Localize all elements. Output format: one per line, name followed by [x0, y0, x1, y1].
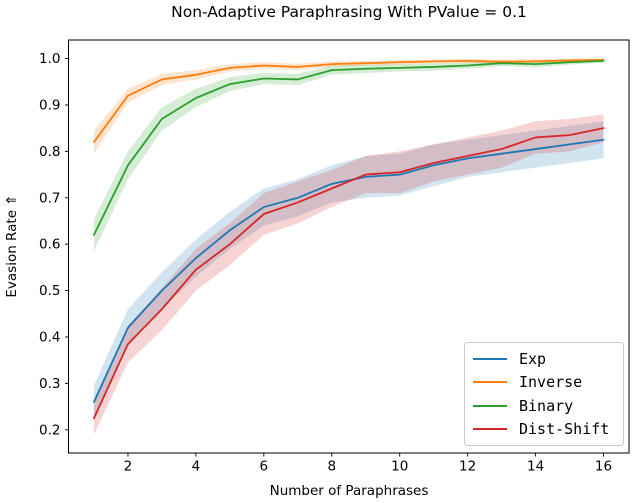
legend-item-exp: Exp — [473, 347, 615, 370]
y-tick-label: 0.6 — [39, 237, 60, 253]
legend-line-exp — [473, 357, 507, 360]
x-tick-label: 8 — [327, 459, 336, 475]
x-axis-label: Number of Paraphrases — [270, 483, 429, 499]
x-tick-label: 12 — [459, 459, 476, 475]
chart-title: Non-Adaptive Paraphrasing With PValue = … — [171, 3, 527, 21]
legend-label-binary: Binary — [519, 396, 574, 415]
x-tick-label: 6 — [260, 459, 269, 475]
y-tick-label: 0.4 — [39, 329, 60, 345]
y-tick-label: 0.5 — [39, 283, 60, 299]
legend-item-inverse: Inverse — [473, 371, 615, 394]
y-axis-label: Evasion Rate ⇑ — [4, 194, 20, 297]
legend-label-dist-shift: Dist-Shift — [519, 420, 610, 439]
line-exp — [93, 138, 605, 403]
legend-line-dist-shift — [473, 428, 507, 431]
line-binary — [93, 59, 605, 236]
line-dist-shift — [93, 127, 605, 420]
x-tick-label: 16 — [595, 459, 612, 475]
legend: Exp Inverse Binary Dist-Shift — [464, 342, 624, 446]
x-tick-label: 4 — [192, 459, 201, 475]
y-tick-label: 0.3 — [39, 376, 60, 392]
y-tick-label: 0.9 — [39, 97, 60, 113]
legend-item-binary: Binary — [473, 394, 615, 417]
x-tick-label: 14 — [527, 459, 544, 475]
legend-line-binary — [473, 404, 507, 407]
legend-label-inverse: Inverse — [519, 373, 583, 392]
y-tick-label: 0.7 — [39, 190, 60, 206]
y-tick-label: 0.2 — [39, 422, 60, 438]
y-tick-label: 1.0 — [39, 51, 60, 67]
legend-line-inverse — [473, 381, 507, 384]
x-tick-label: 10 — [391, 459, 408, 475]
x-tick-label: 2 — [124, 459, 133, 475]
legend-label-exp: Exp — [519, 349, 547, 368]
plot-border — [68, 39, 630, 454]
plot-area: 2 4 6 8 10 12 14 16 0.2 0.3 0.4 0.5 0.6 0.7 0.8 0.9 1.0 — [39, 51, 612, 474]
line-inverse — [93, 59, 605, 143]
legend-item-dist-shift: Dist-Shift — [473, 418, 615, 441]
y-tick-label: 0.8 — [39, 144, 60, 160]
